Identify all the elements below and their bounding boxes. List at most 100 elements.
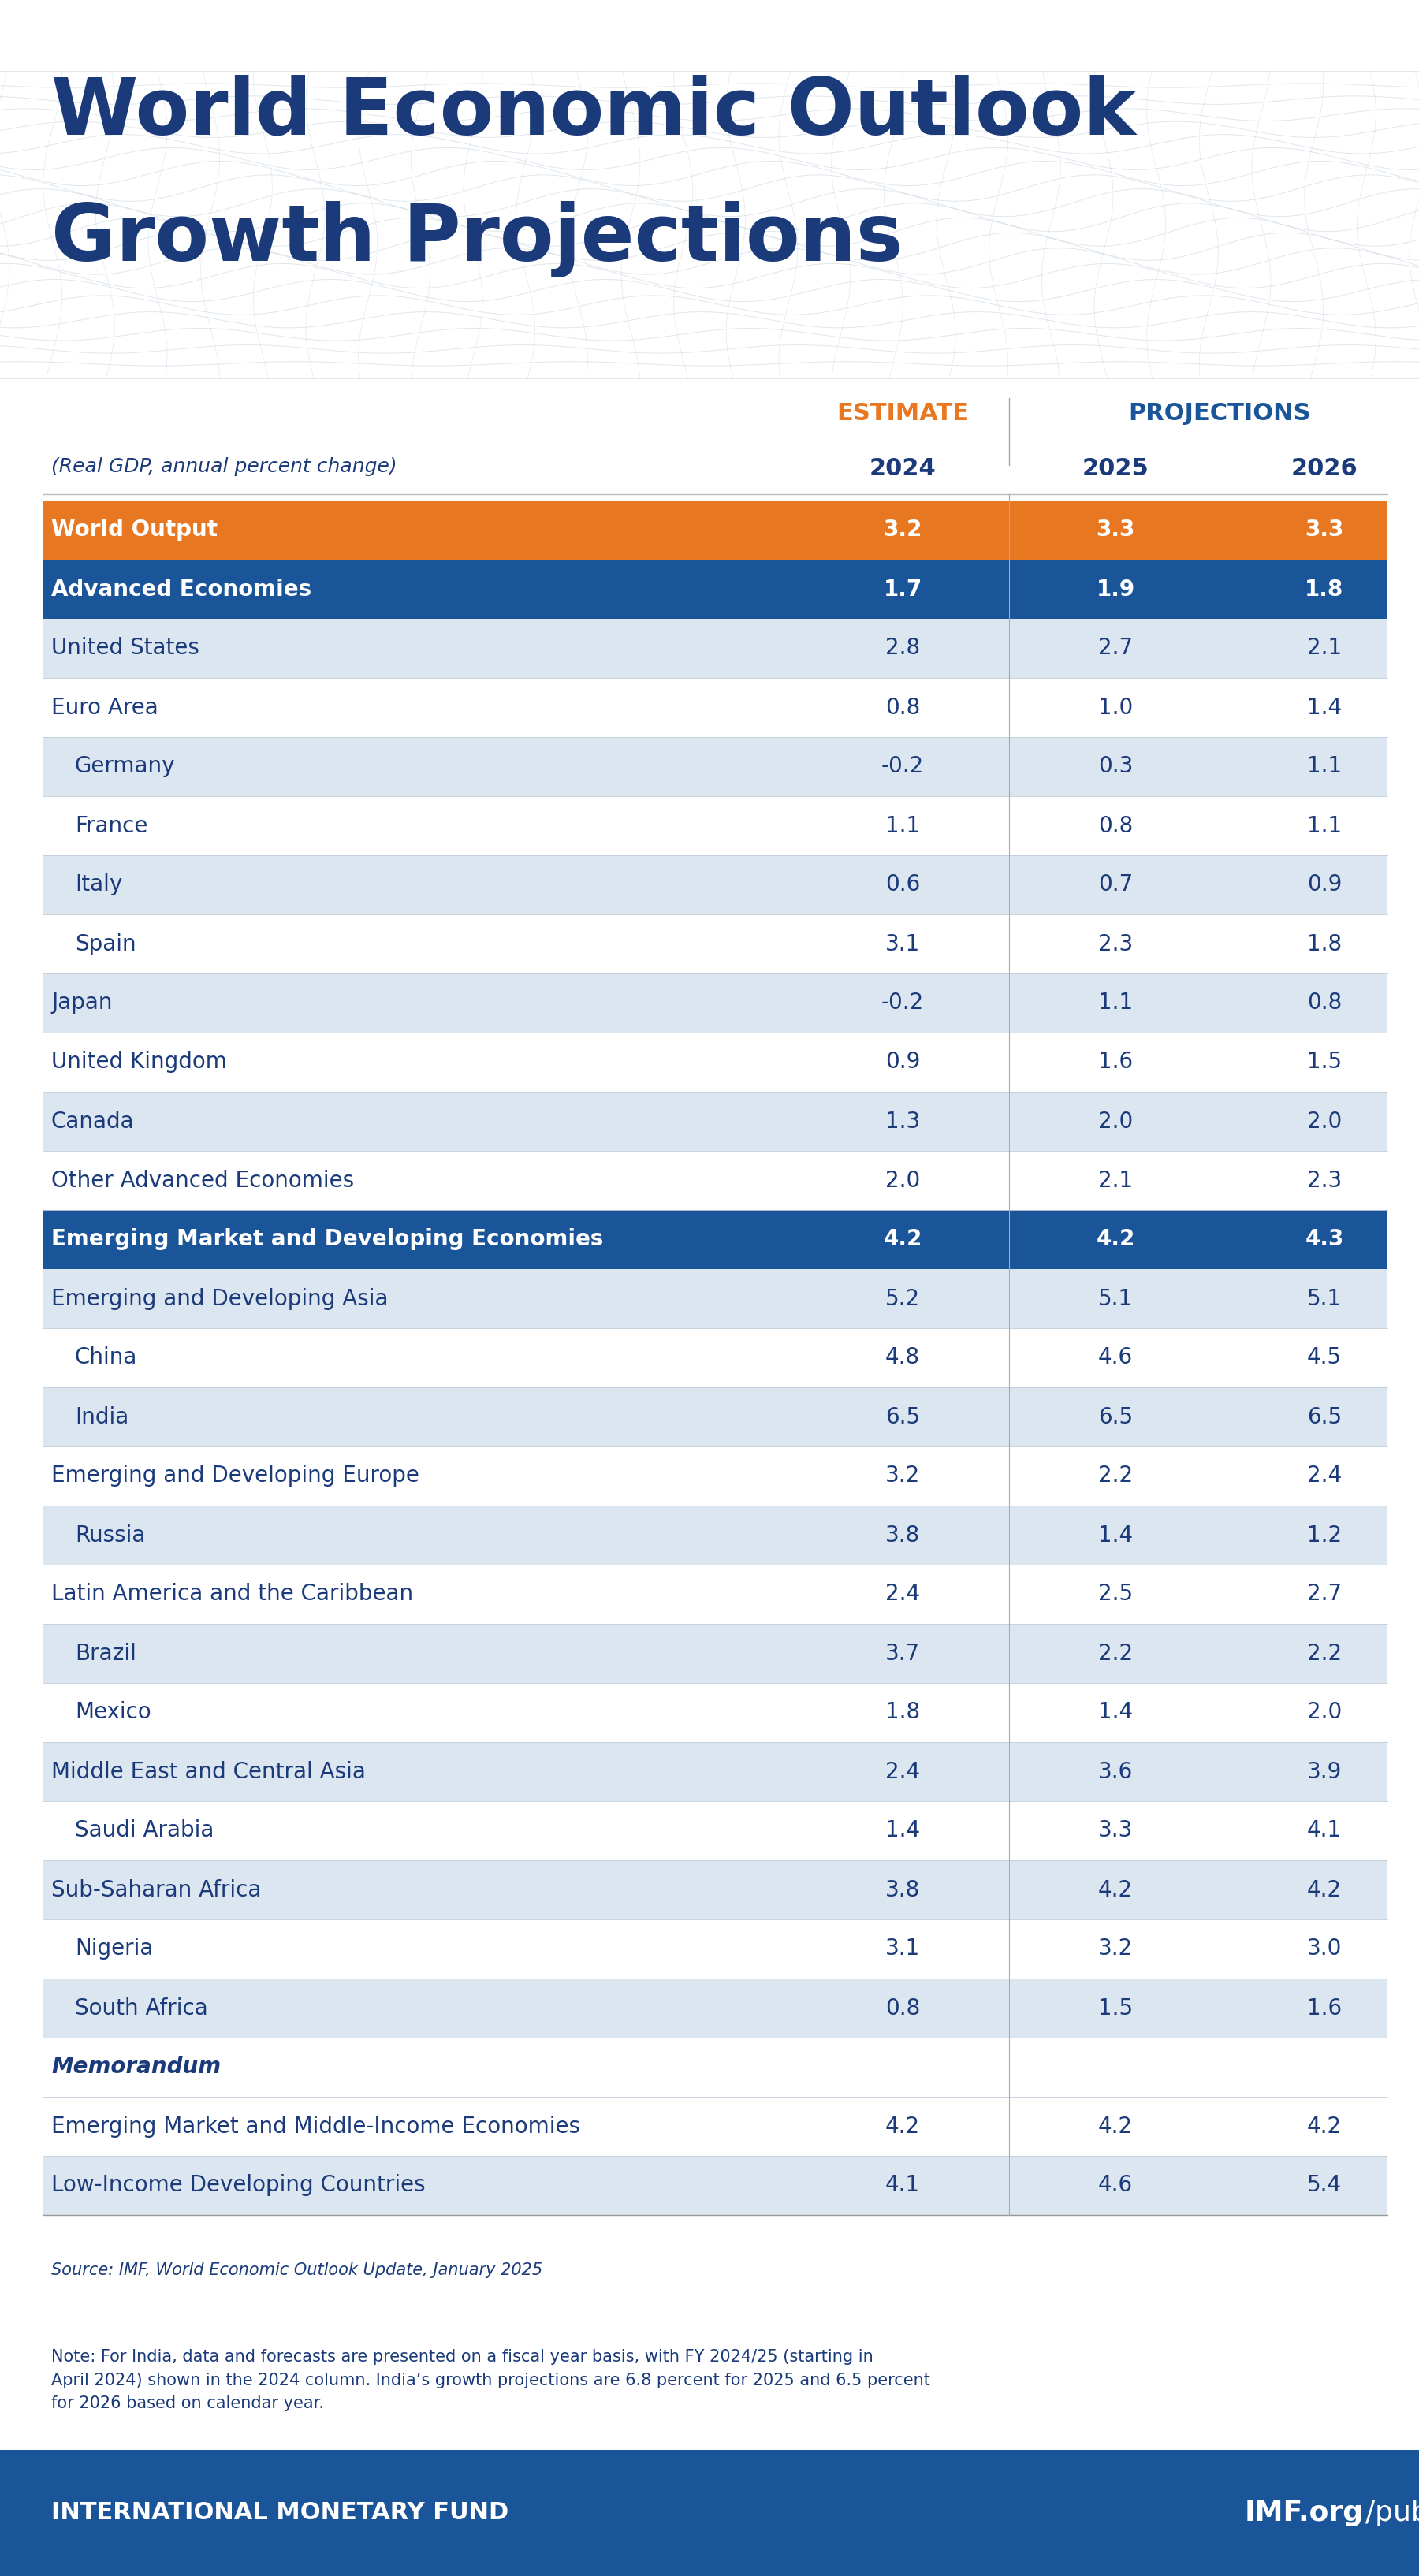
Text: 2.0: 2.0 <box>885 1170 920 1193</box>
Bar <box>44 1211 1388 1270</box>
Text: 3.1: 3.1 <box>885 933 920 956</box>
Text: 3.3: 3.3 <box>1095 518 1135 541</box>
Text: 3.0: 3.0 <box>1307 1937 1342 1960</box>
Text: 1.1: 1.1 <box>1307 814 1342 837</box>
Text: 1.7: 1.7 <box>883 577 922 600</box>
Bar <box>44 1978 1388 2038</box>
Text: 4.3: 4.3 <box>1305 1229 1344 1249</box>
Text: 2.2: 2.2 <box>1098 1643 1132 1664</box>
Text: 5.2: 5.2 <box>885 1288 920 1309</box>
Text: 4.2: 4.2 <box>1307 2115 1342 2138</box>
Text: Italy: Italy <box>75 873 122 896</box>
Text: Latin America and the Caribbean: Latin America and the Caribbean <box>51 1584 413 1605</box>
Text: 1.3: 1.3 <box>885 1110 920 1133</box>
Text: 4.2: 4.2 <box>885 2115 920 2138</box>
Text: 3.8: 3.8 <box>885 1525 920 1546</box>
Text: Saudi Arabia: Saudi Arabia <box>75 1819 214 1842</box>
Text: 4.2: 4.2 <box>1098 1878 1132 1901</box>
Text: -0.2: -0.2 <box>881 755 924 778</box>
Text: 0.3: 0.3 <box>1098 755 1132 778</box>
Bar <box>44 1741 1388 1801</box>
Bar <box>44 1033 1388 1092</box>
Text: 3.3: 3.3 <box>1305 518 1344 541</box>
Text: 3.6: 3.6 <box>1098 1759 1132 1783</box>
Text: Nigeria: Nigeria <box>75 1937 153 1960</box>
Bar <box>44 1801 1388 1860</box>
Bar <box>44 1623 1388 1682</box>
Text: 3.3: 3.3 <box>1098 1819 1132 1842</box>
Bar <box>44 1092 1388 1151</box>
Text: India: India <box>75 1406 129 1427</box>
Text: 1.5: 1.5 <box>1098 1996 1132 2020</box>
Text: INTERNATIONAL MONETARY FUND: INTERNATIONAL MONETARY FUND <box>51 2501 508 2524</box>
Text: 2.1: 2.1 <box>1098 1170 1132 1193</box>
Text: 3.1: 3.1 <box>885 1937 920 1960</box>
Text: Emerging Market and Developing Economies: Emerging Market and Developing Economies <box>51 1229 603 1249</box>
Bar <box>44 500 1388 559</box>
Text: 1.0: 1.0 <box>1098 696 1132 719</box>
Text: ESTIMATE: ESTIMATE <box>836 402 969 425</box>
Text: 0.8: 0.8 <box>885 696 920 719</box>
Bar <box>44 1860 1388 1919</box>
Text: 0.9: 0.9 <box>1307 873 1342 896</box>
Text: 0.8: 0.8 <box>885 1996 920 2020</box>
Text: 2025: 2025 <box>1083 456 1149 479</box>
Text: Advanced Economies: Advanced Economies <box>51 577 312 600</box>
Bar <box>44 2097 1388 2156</box>
Bar <box>44 1151 1388 1211</box>
Bar <box>44 1448 1388 1504</box>
Text: (Real GDP, annual percent change): (Real GDP, annual percent change) <box>51 456 397 477</box>
Text: 0.8: 0.8 <box>1098 814 1132 837</box>
Text: United Kingdom: United Kingdom <box>51 1051 227 1074</box>
Text: France: France <box>75 814 148 837</box>
Text: 4.5: 4.5 <box>1307 1347 1342 1368</box>
Bar <box>44 677 1388 737</box>
Text: Other Advanced Economies: Other Advanced Economies <box>51 1170 355 1193</box>
Text: 2.0: 2.0 <box>1307 1700 1342 1723</box>
Text: 1.1: 1.1 <box>1098 992 1132 1015</box>
Text: Mexico: Mexico <box>75 1700 152 1723</box>
Text: 1.4: 1.4 <box>1307 696 1342 719</box>
Text: Russia: Russia <box>75 1525 145 1546</box>
Text: 1.4: 1.4 <box>885 1819 920 1842</box>
Text: 1.6: 1.6 <box>1307 1996 1342 2020</box>
Text: United States: United States <box>51 636 199 659</box>
Text: 3.8: 3.8 <box>885 1878 920 1901</box>
Text: Growth Projections: Growth Projections <box>51 201 902 278</box>
Text: Germany: Germany <box>75 755 176 778</box>
Text: 2.0: 2.0 <box>1098 1110 1132 1133</box>
Text: 5.4: 5.4 <box>1307 2174 1342 2197</box>
Text: 2.1: 2.1 <box>1307 636 1342 659</box>
Text: 1.1: 1.1 <box>885 814 920 837</box>
Text: South Africa: South Africa <box>75 1996 209 2020</box>
Bar <box>44 796 1388 855</box>
Bar <box>44 1564 1388 1623</box>
Bar <box>44 1682 1388 1741</box>
Text: Sub-Saharan Africa: Sub-Saharan Africa <box>51 1878 261 1901</box>
Bar <box>44 1919 1388 1978</box>
Text: 2.4: 2.4 <box>885 1759 920 1783</box>
Text: 2.8: 2.8 <box>885 636 920 659</box>
Text: 1.5: 1.5 <box>1307 1051 1342 1074</box>
Text: PROJECTIONS: PROJECTIONS <box>1128 402 1311 425</box>
Text: Note: For India, data and forecasts are presented on a fiscal year basis, with F: Note: For India, data and forecasts are … <box>51 2349 929 2411</box>
Text: 5.1: 5.1 <box>1307 1288 1342 1309</box>
Text: 0.6: 0.6 <box>885 873 920 896</box>
Bar <box>44 618 1388 677</box>
Text: 4.8: 4.8 <box>885 1347 920 1368</box>
Text: 4.2: 4.2 <box>1098 2115 1132 2138</box>
Text: World Economic Outlook: World Economic Outlook <box>51 75 1135 152</box>
Text: 1.8: 1.8 <box>885 1700 920 1723</box>
Bar <box>44 1270 1388 1329</box>
Bar <box>0 2450 1419 2576</box>
Text: 1.8: 1.8 <box>1305 577 1344 600</box>
Text: Spain: Spain <box>75 933 136 956</box>
Text: 2.7: 2.7 <box>1307 1584 1342 1605</box>
Text: Japan: Japan <box>51 992 112 1015</box>
Bar <box>44 2156 1388 2215</box>
Text: Memorandum: Memorandum <box>51 2056 221 2079</box>
Text: 2024: 2024 <box>870 456 937 479</box>
Text: World Output: World Output <box>51 518 217 541</box>
Text: 0.9: 0.9 <box>885 1051 920 1074</box>
Text: 3.2: 3.2 <box>1098 1937 1132 1960</box>
